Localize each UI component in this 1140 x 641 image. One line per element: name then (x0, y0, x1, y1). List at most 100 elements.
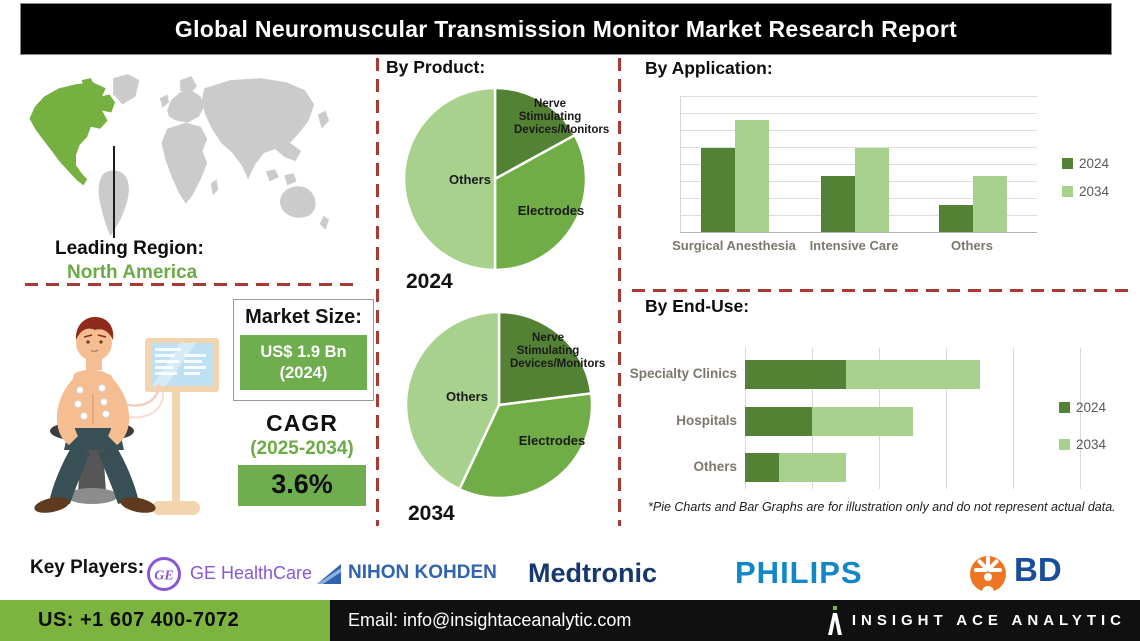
pie-slice-label: Electrodes (517, 203, 585, 218)
map-north-america-highlight (29, 82, 116, 186)
footer-email: Email: info@insightaceanalytic.com (348, 610, 632, 630)
market-size-year: (2024) (279, 363, 328, 382)
map-asia (201, 78, 315, 180)
category-label: Hospitals (676, 413, 737, 428)
page-title: Global Neuromuscular Transmission Monito… (174, 15, 958, 42)
market-size-card: Market Size: US$ 1.9 Bn (2024) (233, 299, 374, 402)
by-product-heading: By Product: (386, 57, 486, 77)
category-label: Specialty Clinics (629, 366, 737, 381)
ge-monogram-icon: GE (147, 557, 181, 591)
map-europe (167, 90, 205, 123)
electrodes (74, 384, 110, 420)
disclaimer-footnote: *Pie Charts and Bar Graphs are for illus… (648, 500, 1116, 514)
key-player-nihon-kohden: NIHON KOHDEN (348, 562, 497, 583)
by-application-heading: By Application: (645, 58, 773, 78)
by-application-category-labels: Surgical Anesthesia Intensive Care Others (672, 238, 1036, 258)
world-map (29, 74, 330, 236)
cagr-card: CAGR (2025-2034) 3.6% (238, 410, 366, 506)
bar-2034-specialty-clinics (845, 360, 981, 389)
by-end-use-category-labels: Specialty Clinics Hospitals Others (612, 348, 737, 489)
market-size-label: Market Size: (245, 306, 362, 328)
legend-item: 2034 (1062, 184, 1109, 199)
legend-label: 2024 (1076, 400, 1107, 415)
by-application-legend: 2024 2034 (1062, 156, 1109, 199)
footer-phone-section: US: +1 607 400-7072 (0, 600, 330, 641)
map-australia (279, 186, 316, 218)
legend-item: 2024 (1062, 156, 1109, 171)
by-application-chart (680, 96, 1037, 233)
legend-swatch (1062, 186, 1073, 197)
middle-right-dashed-divider (618, 58, 621, 526)
by-product-pie-2024: Nerve Stimulating Devices/Monitors Elect… (402, 86, 610, 272)
footer-brand: INSIGHT ACE ANALYTIC (826, 600, 1126, 641)
pie-slice (497, 310, 593, 407)
market-size-value: US$ 1.9 Bn (260, 343, 347, 361)
key-player-bd: BD (1014, 551, 1062, 588)
bar-2024-specialty-clinics (745, 360, 846, 389)
leading-region-block: Leading Region: North America (55, 238, 295, 284)
left-dashed-divider (25, 283, 355, 286)
pie-slice (493, 86, 576, 181)
cagr-value: 3.6% (238, 465, 366, 506)
pie-slice-label: Nerve Stimulating Devices/Monitors (510, 332, 606, 370)
cagr-period: (2025-2034) (250, 438, 354, 459)
legend-label: 2034 (1079, 184, 1110, 199)
by-end-use-heading: By End-Use: (645, 296, 750, 316)
bar-2034-others (973, 176, 1007, 232)
footer-brand-text: INSIGHT ACE ANALYTIC (851, 612, 1126, 629)
report-title-bar: Global Neuromuscular Transmission Monito… (20, 3, 1112, 55)
leading-region-label: Leading Region: (55, 238, 204, 259)
region-pointer-line (113, 146, 115, 238)
key-player-medtronic: Medtronic (528, 558, 658, 588)
map-africa (161, 122, 208, 204)
bar-2024-intensive-care (821, 176, 855, 232)
pie-slice-label: Others (449, 172, 491, 187)
bar-2024-others (745, 453, 779, 482)
bar-2034-intensive-care (855, 147, 889, 232)
legend-label: 2024 (1079, 156, 1110, 171)
insight-ace-logo-icon (827, 605, 842, 635)
ge-monogram-text: GE (154, 569, 173, 584)
bar-2034-surgical-anesthesia (735, 120, 769, 232)
category-label: Others (693, 459, 737, 474)
legend-item: 2034 (1059, 437, 1106, 452)
bar-2034-others (778, 453, 846, 482)
footer-phone: US: +1 607 400-7072 (38, 609, 240, 631)
footer-bar: US: +1 607 400-7072 Email: info@insighta… (0, 600, 1140, 641)
legend-item: 2024 (1059, 400, 1106, 415)
legend-label: 2034 (1076, 437, 1107, 452)
by-end-use-legend: 2024 2034 (1059, 400, 1106, 452)
pie-slice-label: Others (446, 389, 488, 404)
pie-slice-label: Nerve Stimulating Devices/Monitors (514, 98, 610, 136)
market-size-value-box: US$ 1.9 Bn (2024) (240, 335, 367, 391)
legend-swatch (1059, 439, 1070, 450)
pie-2024-caption: 2024 (406, 270, 453, 293)
bar-2024-surgical-anesthesia (701, 147, 735, 232)
legend-swatch (1059, 402, 1070, 413)
pie-slice-label: Electrodes (518, 433, 586, 448)
bar-2024-hospitals (745, 407, 813, 436)
legend-swatch (1062, 158, 1073, 169)
by-product-pie-2034: Nerve Stimulating Devices/Monitors Elect… (404, 310, 606, 500)
category-label: Intensive Care (809, 238, 899, 253)
key-players-label: Key Players: (30, 557, 145, 578)
map-greenland (113, 74, 140, 105)
pie-slice (404, 310, 501, 491)
leading-region-value: North America (67, 262, 198, 283)
bar-2024-others (939, 204, 973, 232)
category-label: Surgical Anesthesia (672, 238, 796, 253)
category-label: Others (951, 238, 993, 253)
bar-2034-hospitals (812, 407, 913, 436)
middle-left-dashed-divider (376, 58, 379, 526)
nihon-kohden-flag-icon (317, 564, 341, 584)
hair (75, 317, 114, 340)
key-player-ge-healthcare: GE HealthCare (190, 563, 313, 583)
pie-slice (402, 86, 497, 272)
pie-slice (493, 133, 588, 272)
key-player-philips: PHILIPS (735, 555, 863, 590)
by-end-use-chart (745, 348, 1081, 489)
pie-2034-caption: 2034 (408, 502, 455, 525)
bd-starburst-icon (970, 556, 1006, 592)
right-dashed-divider (632, 289, 1135, 292)
